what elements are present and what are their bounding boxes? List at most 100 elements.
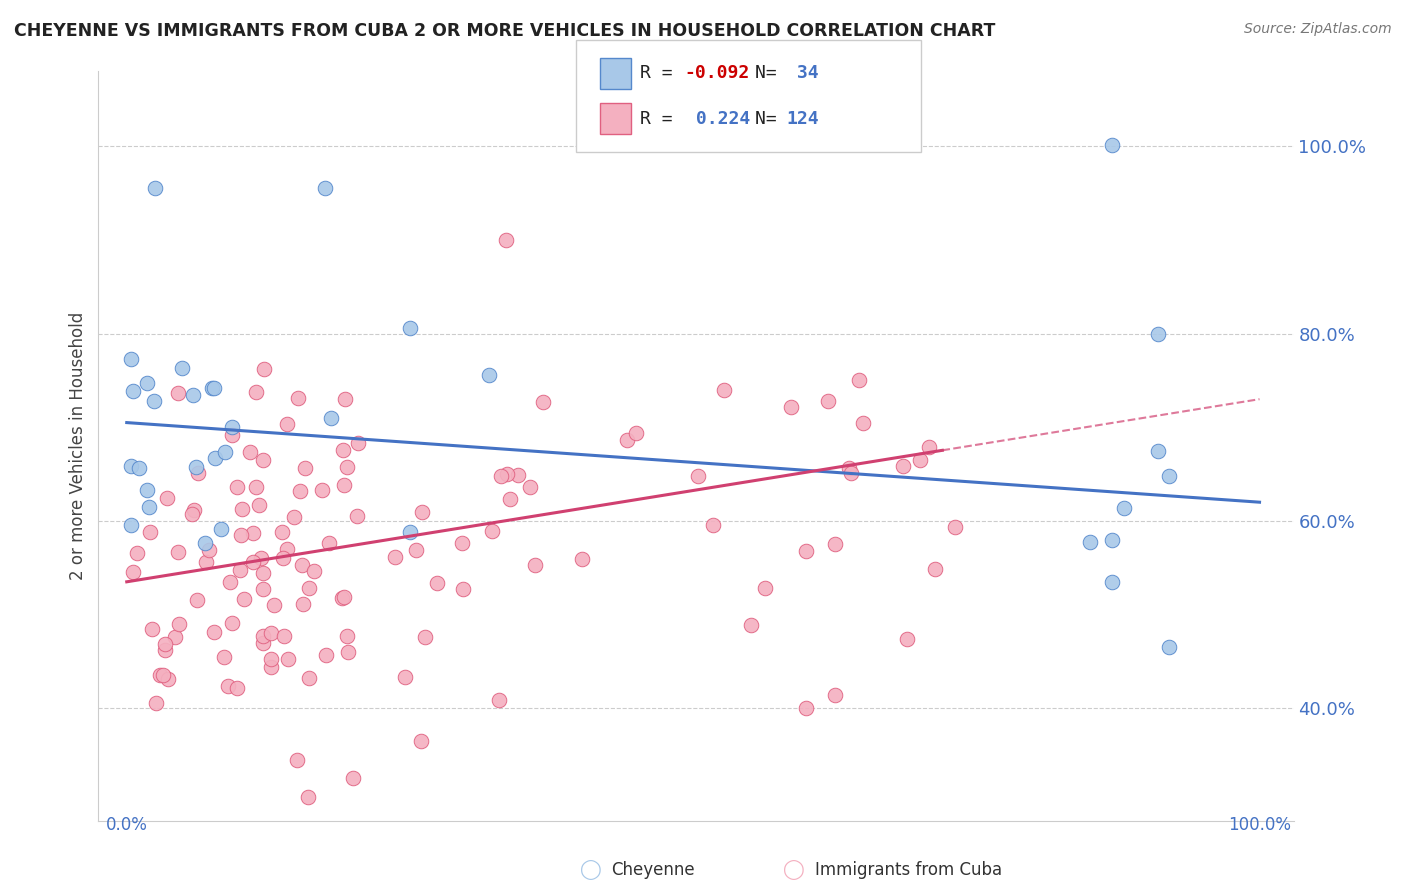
Point bbox=[918, 441, 941, 455]
Y-axis label: 2 or more Vehicles in Household: 2 or more Vehicles in Household bbox=[69, 312, 87, 580]
Point bbox=[260, 626, 283, 640]
Point bbox=[121, 384, 143, 398]
Point bbox=[252, 629, 274, 643]
Point bbox=[713, 383, 735, 397]
Point bbox=[172, 360, 194, 375]
Point bbox=[214, 444, 236, 458]
Point bbox=[519, 480, 541, 494]
Point bbox=[242, 525, 264, 540]
Point bbox=[183, 503, 205, 517]
Point bbox=[194, 536, 217, 550]
Point bbox=[156, 672, 179, 686]
Point bbox=[249, 498, 271, 512]
Point bbox=[524, 558, 547, 572]
Point bbox=[346, 508, 368, 523]
Point bbox=[219, 574, 242, 589]
Point bbox=[221, 615, 243, 630]
Point bbox=[426, 576, 449, 591]
Point bbox=[488, 693, 510, 707]
Point bbox=[624, 425, 647, 440]
Point bbox=[285, 753, 308, 767]
Point bbox=[336, 460, 359, 475]
Point bbox=[291, 558, 314, 573]
Point bbox=[399, 321, 422, 335]
Point bbox=[1101, 574, 1123, 589]
Point bbox=[451, 582, 474, 596]
Point bbox=[1101, 138, 1123, 153]
Point bbox=[506, 467, 529, 482]
Point bbox=[277, 652, 299, 666]
Point bbox=[120, 459, 142, 474]
Point bbox=[411, 505, 433, 519]
Point bbox=[481, 524, 503, 538]
Point bbox=[451, 536, 474, 550]
Point bbox=[824, 537, 846, 551]
Point bbox=[413, 630, 436, 644]
Point bbox=[287, 391, 309, 405]
Text: Immigrants from Cuba: Immigrants from Cuba bbox=[815, 861, 1002, 879]
Point bbox=[288, 483, 311, 498]
Point bbox=[276, 541, 298, 556]
Point bbox=[167, 545, 190, 559]
Point bbox=[259, 652, 281, 666]
Point bbox=[838, 461, 860, 475]
Point bbox=[271, 551, 294, 566]
Text: 124: 124 bbox=[786, 110, 818, 128]
Point bbox=[225, 480, 247, 494]
Point bbox=[202, 381, 225, 395]
Point bbox=[229, 563, 252, 577]
Point bbox=[824, 688, 846, 702]
Text: Cheyenne: Cheyenne bbox=[612, 861, 695, 879]
Point bbox=[187, 466, 209, 480]
Point bbox=[616, 433, 638, 447]
Point bbox=[120, 352, 142, 367]
Point bbox=[319, 411, 342, 425]
Point bbox=[571, 552, 593, 566]
Point bbox=[152, 667, 174, 681]
Point bbox=[1078, 535, 1101, 549]
Point bbox=[740, 618, 762, 632]
Point bbox=[908, 453, 931, 467]
Point bbox=[298, 582, 321, 596]
Point bbox=[169, 617, 191, 632]
Point bbox=[249, 551, 271, 566]
Point bbox=[896, 632, 918, 647]
Point bbox=[181, 388, 204, 402]
Point bbox=[217, 679, 239, 693]
Point bbox=[145, 696, 167, 710]
Point bbox=[194, 556, 217, 570]
Point bbox=[245, 480, 267, 494]
Point bbox=[1157, 640, 1180, 655]
Point bbox=[276, 417, 298, 432]
Point bbox=[239, 445, 262, 459]
Point bbox=[1157, 468, 1180, 483]
Point bbox=[204, 451, 226, 466]
Point bbox=[839, 466, 862, 480]
Point bbox=[499, 491, 522, 506]
Point bbox=[252, 582, 274, 597]
Point bbox=[315, 648, 337, 662]
Point bbox=[135, 376, 157, 391]
Text: 0.224: 0.224 bbox=[685, 110, 749, 128]
Point bbox=[891, 458, 914, 473]
Point bbox=[796, 701, 818, 715]
Point bbox=[138, 500, 160, 514]
Point bbox=[149, 667, 172, 681]
Point bbox=[212, 649, 235, 664]
Point bbox=[342, 772, 364, 786]
Point bbox=[335, 629, 357, 643]
Point bbox=[128, 461, 150, 475]
Point bbox=[333, 478, 356, 492]
Point bbox=[531, 394, 554, 409]
Point bbox=[260, 659, 283, 673]
Text: R =: R = bbox=[640, 110, 683, 128]
Point bbox=[209, 522, 232, 536]
Point bbox=[394, 670, 416, 684]
Point bbox=[252, 566, 274, 580]
Point bbox=[848, 372, 870, 386]
Point bbox=[231, 528, 253, 542]
Text: 100.0%: 100.0% bbox=[1227, 816, 1291, 834]
Point bbox=[136, 483, 159, 497]
Point bbox=[202, 624, 225, 639]
Point bbox=[201, 381, 224, 395]
